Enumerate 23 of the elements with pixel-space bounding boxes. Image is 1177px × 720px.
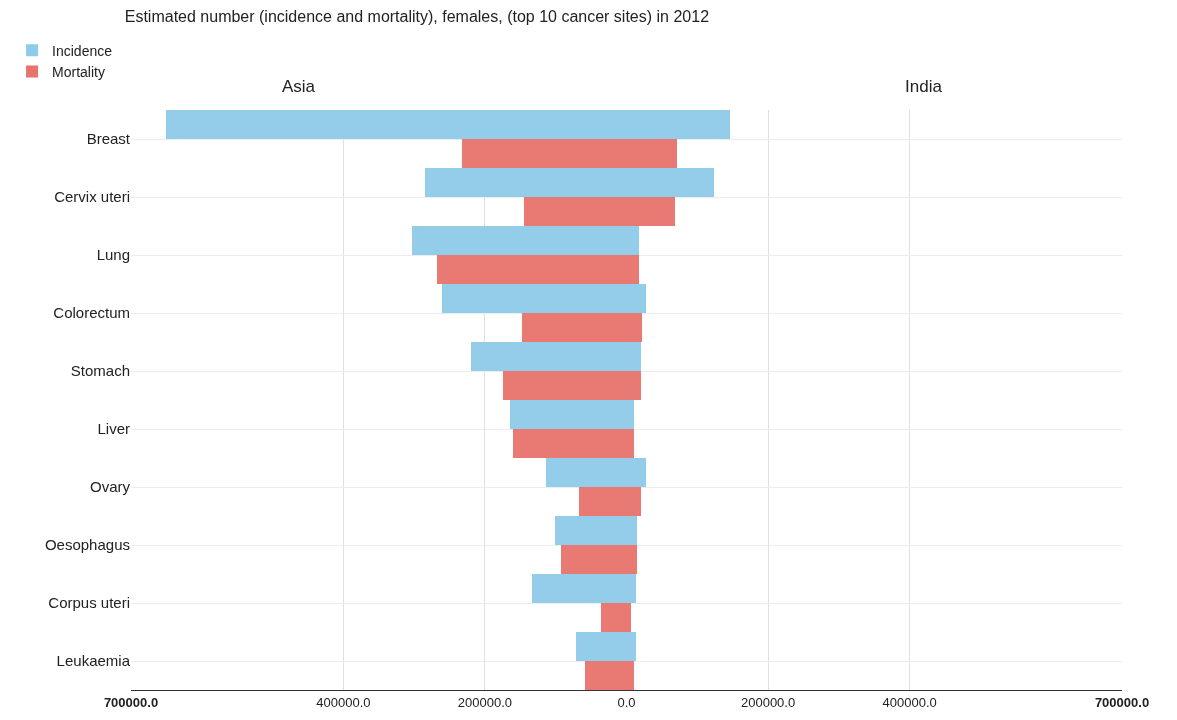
- x-tick-label: 700000.0: [1094, 694, 1150, 710]
- y-tick-label: Corpus uteri: [48, 594, 130, 612]
- text: Asia: [282, 77, 316, 96]
- x-tick-label: 0.0: [617, 694, 636, 710]
- y-tick-label: Cervix uteri: [54, 188, 130, 206]
- y-tick-label: Stomach: [70, 362, 130, 380]
- x-tick-label: 700000.0: [103, 694, 159, 710]
- bar: [601, 603, 627, 632]
- y-tick-label: Breast: [86, 130, 131, 148]
- y-tick-label: Colorectum: [53, 304, 130, 322]
- legend-label: Mortality: [52, 63, 105, 80]
- x-tick-label: 200000.0: [457, 694, 513, 710]
- y-tick-label: Oesophagus: [44, 536, 130, 554]
- y-tick-label: Liver: [97, 420, 130, 438]
- x-tick-label: 400000.0: [882, 694, 937, 710]
- legend-label: Incidence: [52, 42, 113, 59]
- text: India: [905, 77, 943, 96]
- x-tick-label: 400000.0: [316, 694, 371, 710]
- y-tick-label: Ovary: [89, 478, 131, 496]
- y-tick-label: Leukaemia: [56, 652, 131, 670]
- y-tick-label: Lung: [96, 246, 130, 264]
- x-tick-label: 200000.0: [740, 694, 796, 710]
- chart-title: Estimated number (incidence and mortality), females, (top 10 cancer sites) in 2012: [124, 8, 710, 25]
